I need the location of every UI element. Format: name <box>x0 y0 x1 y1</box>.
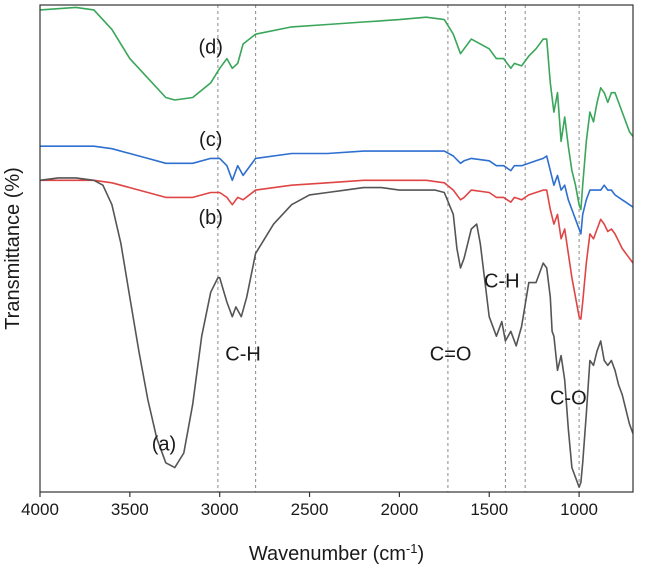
peak-annotation: C-H <box>225 344 261 366</box>
peak-annotation: C=O <box>430 344 472 366</box>
x-tick-label: 2500 <box>291 500 329 519</box>
series-line <box>40 179 634 320</box>
x-tick-label: 1000 <box>560 500 598 519</box>
x-tick-label: 1500 <box>470 500 508 519</box>
peak-annotation: C-H <box>484 270 520 292</box>
peak-annotation: C-O <box>550 387 587 409</box>
plot-frame <box>39 4 634 493</box>
peak-annotations: C-H C=O C-H C-O <box>225 270 586 409</box>
series-label: (a) <box>152 434 176 456</box>
series-label: (c) <box>199 129 222 151</box>
x-tick-label: 3500 <box>111 500 149 519</box>
series-line <box>39 6 634 211</box>
series-line <box>39 177 634 488</box>
x-tick-label: 2000 <box>380 500 418 519</box>
x-axis-label: Wavenumber (cm-1) <box>249 541 424 566</box>
series-label: (b) <box>198 207 222 229</box>
x-tick-label: 4000 <box>21 500 59 519</box>
series-label: (d) <box>198 37 222 59</box>
spectra-series <box>39 6 634 488</box>
series-line <box>40 145 634 235</box>
y-axis-label: Transmittance (%) <box>2 167 24 330</box>
x-axis-ticks: 4000 3500 3000 2500 2000 1500 1000 <box>21 492 598 519</box>
series-labels: (d) (c) (b) (a) <box>152 37 223 456</box>
x-tick-label: 3000 <box>201 500 239 519</box>
reference-lines <box>217 5 580 492</box>
